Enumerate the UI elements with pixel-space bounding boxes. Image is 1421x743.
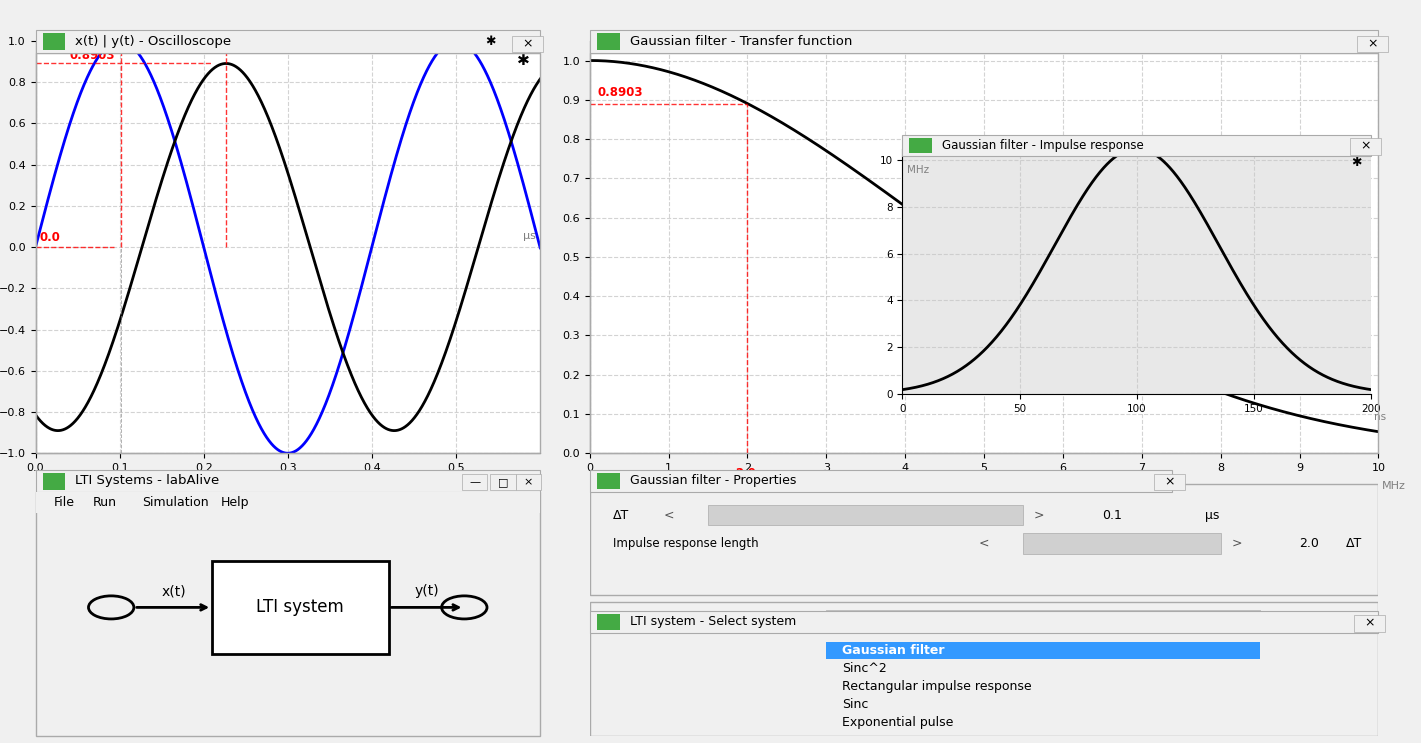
- Text: >: >: [1034, 509, 1044, 522]
- Text: LTI system - Select system: LTI system - Select system: [630, 615, 796, 629]
- Text: Gaussian filter - Impulse response: Gaussian filter - Impulse response: [942, 139, 1144, 152]
- Text: <: <: [979, 537, 989, 550]
- Text: ×: ×: [1364, 617, 1376, 630]
- Text: Help: Help: [220, 496, 249, 509]
- Text: ×: ×: [1164, 476, 1175, 489]
- Text: x(t) | y(t) - Oscilloscope: x(t) | y(t) - Oscilloscope: [75, 35, 232, 48]
- Text: ×: ×: [1367, 37, 1378, 51]
- Text: LTI system: LTI system: [256, 598, 344, 617]
- Text: ∨: ∨: [1239, 615, 1249, 628]
- Text: 0.0: 0.0: [40, 231, 61, 244]
- Text: —: —: [469, 477, 480, 487]
- FancyBboxPatch shape: [212, 561, 389, 654]
- Text: 2.0: 2.0: [1299, 537, 1319, 550]
- Text: ✱: ✱: [1351, 156, 1361, 169]
- Text: Impulse response length: Impulse response length: [614, 537, 759, 550]
- Text: Sinc^2: Sinc^2: [843, 663, 887, 675]
- FancyBboxPatch shape: [826, 642, 1260, 658]
- Text: Run: Run: [92, 496, 117, 509]
- Text: ✱: ✱: [517, 53, 530, 68]
- Text: LTI Systems - labAlive: LTI Systems - labAlive: [75, 474, 220, 487]
- Text: ✱: ✱: [485, 35, 496, 48]
- Text: >: >: [1231, 537, 1242, 550]
- Text: MHz: MHz: [907, 165, 929, 175]
- Text: x(t): x(t): [162, 585, 186, 598]
- Text: Sinc: Sinc: [843, 698, 868, 711]
- Text: Gaussian filter: Gaussian filter: [843, 615, 932, 628]
- Text: MHz: MHz: [1383, 481, 1407, 490]
- FancyBboxPatch shape: [826, 610, 1260, 633]
- Text: 0.8903: 0.8903: [70, 50, 115, 62]
- Text: Gaussian filter: Gaussian filter: [843, 644, 945, 658]
- Text: 0.1013: 0.1013: [107, 470, 152, 483]
- Text: 0.1: 0.1: [1103, 509, 1123, 522]
- Text: <: <: [664, 509, 674, 522]
- Text: Rectangular impulse response: Rectangular impulse response: [843, 681, 1032, 693]
- Text: Gaussian filter - Properties: Gaussian filter - Properties: [630, 474, 796, 487]
- Text: 0.8903: 0.8903: [598, 86, 644, 99]
- Text: ΔT: ΔT: [614, 509, 630, 522]
- Text: File: File: [54, 496, 75, 509]
- Text: 2.0: 2.0: [736, 467, 756, 480]
- Text: □: □: [497, 477, 509, 487]
- Text: ×: ×: [522, 37, 533, 51]
- Text: μs: μs: [1205, 509, 1219, 522]
- Text: ΔT: ΔT: [1346, 537, 1363, 550]
- Text: 0.2266: 0.2266: [207, 470, 253, 483]
- Text: y(t): y(t): [414, 585, 439, 598]
- Text: μs: μs: [523, 231, 536, 241]
- FancyBboxPatch shape: [708, 505, 1023, 525]
- Text: ns: ns: [1374, 412, 1385, 423]
- Text: ×: ×: [524, 477, 533, 487]
- FancyBboxPatch shape: [590, 484, 1378, 594]
- FancyBboxPatch shape: [590, 603, 1378, 736]
- Text: Aktives System: Aktives System: [614, 614, 709, 626]
- Text: Gaussian filter - Transfer function: Gaussian filter - Transfer function: [630, 35, 851, 48]
- Text: ×: ×: [1360, 140, 1371, 153]
- Text: Simulation: Simulation: [142, 496, 209, 509]
- FancyBboxPatch shape: [1023, 533, 1221, 554]
- Text: Exponential pulse: Exponential pulse: [843, 716, 953, 729]
